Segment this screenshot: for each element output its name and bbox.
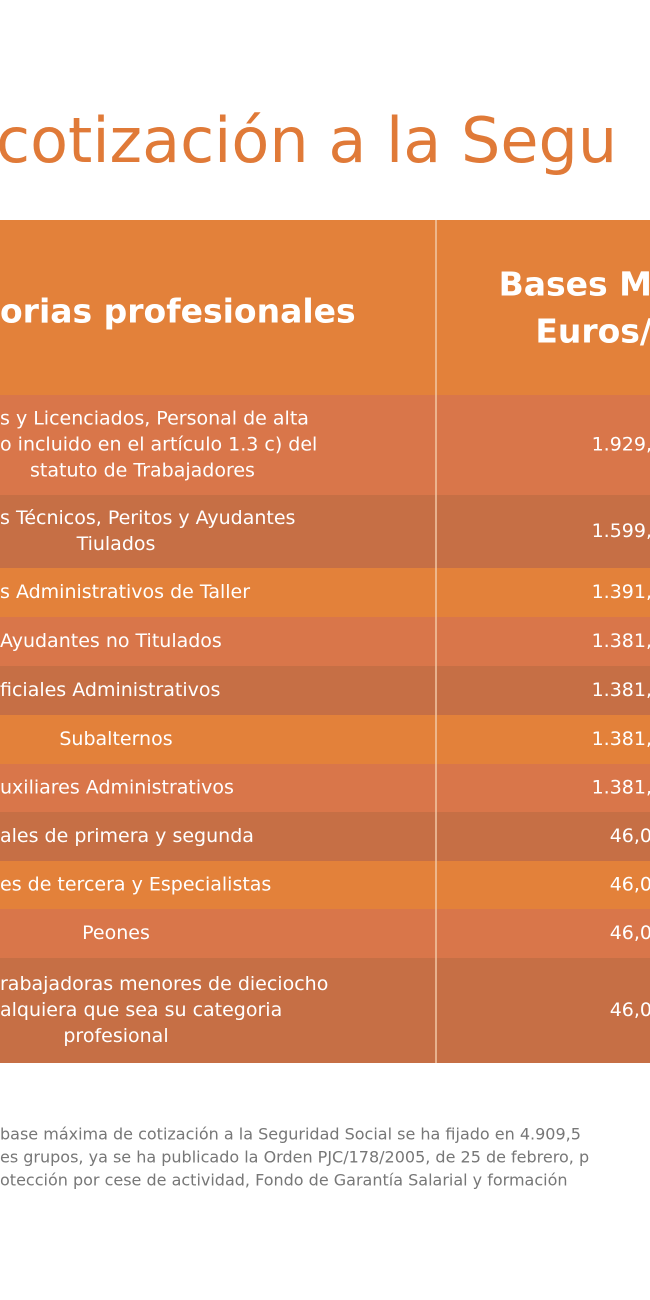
base-cell: 46,0 xyxy=(610,999,650,1021)
table-row xyxy=(0,617,650,666)
header-bases: Bases M xyxy=(499,265,650,304)
table-row xyxy=(0,764,650,812)
footnote: base máxima de cotización a la Seguridad… xyxy=(0,1125,589,1190)
header-row xyxy=(0,220,650,395)
base-cell: 1.381, xyxy=(592,679,650,701)
table-row xyxy=(0,666,650,715)
category-cell: uxiliares Administrativos xyxy=(0,777,234,799)
category-cell: statuto de Trabajadores xyxy=(30,460,255,482)
base-cell: 46,0 xyxy=(610,825,650,847)
footnote-line: otección por cese de actividad, Fondo de… xyxy=(0,1171,568,1190)
category-cell: rabajadoras menores de dieciocho xyxy=(0,973,328,995)
footnote-line: base máxima de cotización a la Seguridad… xyxy=(0,1125,581,1144)
base-cell: 1.381, xyxy=(592,630,650,652)
table-row xyxy=(0,812,650,861)
table-row xyxy=(0,715,650,764)
table-row xyxy=(0,909,650,958)
base-cell: 1.381, xyxy=(592,777,650,799)
base-cell: 1.391, xyxy=(592,581,650,603)
header-category: orias profesionales xyxy=(0,292,356,331)
table-row xyxy=(0,495,650,568)
table-row xyxy=(0,861,650,909)
category-cell: o incluido en el artículo 1.3 c) del xyxy=(0,434,317,456)
category-cell: Peones xyxy=(82,922,150,944)
base-cell: 1.381, xyxy=(592,728,650,750)
category-cell: ales de primera y segunda xyxy=(0,825,254,847)
footnote-line: es grupos, ya se ha publicado la Orden P… xyxy=(0,1148,589,1167)
category-cell: ficiales Administrativos xyxy=(0,679,220,701)
category-cell: s Administrativos de Taller xyxy=(0,581,250,603)
category-cell: s Técnicos, Peritos y Ayudantes xyxy=(0,507,295,529)
table-row xyxy=(0,395,650,495)
category-cell: alquiera que sea su categoria xyxy=(0,999,282,1021)
title: cotización a la Segu xyxy=(0,104,617,177)
base-cell: 1.929, xyxy=(592,434,650,456)
category-cell: Ayudantes no Titulados xyxy=(0,630,222,652)
base-cell: 1.599, xyxy=(592,520,650,542)
category-cell: Tiulados xyxy=(76,533,156,555)
base-cell: 46,0 xyxy=(610,874,650,896)
table-row xyxy=(0,568,650,617)
table-body: s y Licenciados, Personal de alta o inclu… xyxy=(0,395,650,1063)
category-cell: s y Licenciados, Personal de alta xyxy=(0,408,309,430)
table-row xyxy=(0,958,650,1063)
category-cell: es de tercera y Especialistas xyxy=(0,874,271,896)
category-cell: profesional xyxy=(63,1025,168,1047)
base-cell: 46,0 xyxy=(610,922,650,944)
header-bases: Euros/ xyxy=(535,312,650,351)
category-cell: Subalternos xyxy=(59,728,172,750)
